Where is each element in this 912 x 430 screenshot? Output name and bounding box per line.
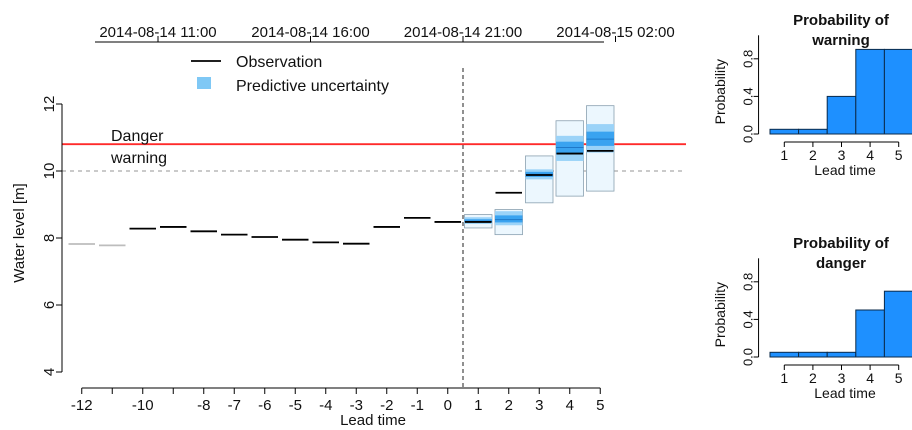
bar-x-axis-title: Lead time [814,385,876,401]
bar-x-tick-label: 4 [866,147,874,163]
bar-y-tick-label: 0.0 [740,348,755,366]
top-axis-label: 2014-08-14 16:00 [251,24,369,41]
y-tick-label: 4 [41,368,58,376]
y-axis-title: Water level [m] [11,183,28,282]
x-axis-title: Lead time [340,412,406,429]
bar-x-tick-label: 4 [866,370,874,386]
top-axis-label: 2014-08-14 21:00 [404,24,522,41]
y-tick-label: 10 [41,163,58,180]
bar-x-tick-label: 3 [838,147,846,163]
bar-x-tick-label: 1 [780,147,788,163]
bar-chart-title: Probability of [793,12,890,29]
bar-y-tick-label: 0.8 [740,273,755,291]
x-tick-label: 4 [566,397,574,414]
x-tick-label: 3 [535,397,543,414]
bar-x-tick-label: 3 [838,370,846,386]
x-tick-label: -4 [319,397,332,414]
y-tick-label: 6 [41,301,58,309]
probability-bar [826,351,857,358]
x-tick-label: -12 [71,397,93,414]
x-tick-label: 2 [505,397,513,414]
x-tick-label: -7 [228,397,241,414]
bar-x-tick-label: 5 [895,147,903,163]
probability-bar [855,48,885,135]
x-tick-label: -3 [350,397,363,414]
x-tick-label: -10 [132,397,154,414]
bar-y-tick-label: 0.0 [740,125,755,143]
bar-y-tick-label: 0.8 [740,50,755,68]
x-tick-label: -1 [411,397,424,414]
x-tick-label: 0 [444,397,452,414]
probability-bar [769,128,800,135]
bar-y-tick-label: 0.4 [740,310,755,328]
bar-y-tick-label: 0.4 [740,87,755,105]
forecast-box [525,155,554,204]
x-tick-label: -2 [380,397,393,414]
x-tick-label: 1 [474,397,482,414]
bar-y-axis-title: Probability [712,282,728,347]
warning-threshold-label: warning [110,150,167,167]
bar-x-tick-label: 5 [895,370,903,386]
bar-x-axis-title: Lead time [814,162,876,178]
probability-bar [826,95,857,135]
x-tick-label: 5 [596,397,604,414]
forecast-core-band [495,215,523,223]
probability-bar [798,128,828,135]
danger-threshold-label: Danger [111,128,164,145]
probability-bar [855,309,885,358]
top-axis-label: 2014-08-15 02:00 [556,24,674,41]
bar-x-tick-label: 2 [809,147,817,163]
forecast-box [555,120,584,197]
probability-bar [798,351,828,358]
legend-uncertainty-label: Predictive uncertainty [236,78,389,95]
bar-x-tick-label: 2 [809,370,817,386]
bar-x-tick-label: 1 [780,370,788,386]
bar-chart-title: danger [816,255,866,272]
top-axis-label: 2014-08-14 11:00 [99,24,216,41]
probability-bar [883,290,912,358]
y-tick-label: 8 [41,234,58,242]
forecast-box [586,105,615,192]
bar-y-axis-title: Probability [712,59,728,124]
x-tick-label: -5 [289,397,302,414]
forecast-box [494,209,523,236]
x-tick-label: -6 [258,397,271,414]
legend-observation-label: Observation [236,54,322,71]
bar-chart-title: warning [811,32,870,49]
y-tick-label: 12 [41,96,58,113]
legend-uncertainty-swatch [197,77,211,89]
probability-bar [769,351,800,358]
x-tick-label: -8 [197,397,210,414]
bar-chart-title: Probability of [793,235,890,252]
probability-bar [883,48,912,135]
